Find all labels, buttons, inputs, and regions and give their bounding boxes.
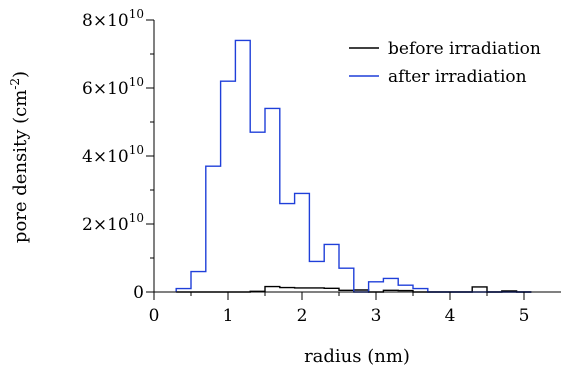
legend-label-1: after irradiation [388, 67, 527, 87]
x-tick-label: 1 [223, 306, 234, 326]
x-tick-label: 5 [519, 306, 530, 326]
legend-label-0: before irradiation [388, 39, 541, 59]
series-0-line [176, 285, 532, 293]
y-tick-label: 0 [133, 283, 144, 303]
y-axis-label-sup: -2 [8, 78, 22, 90]
y-axis-label-close: ) [10, 71, 31, 78]
y-axis-label: pore density (cm-2) [8, 71, 31, 243]
x-tick-label: 2 [297, 306, 308, 326]
y-tick-label: 6×1010 [82, 75, 144, 99]
x-axis-label: radius (nm) [304, 346, 410, 367]
legend: before irradiation after irradiation [349, 39, 541, 87]
y-axis-label-main: pore density (cm [10, 90, 31, 243]
y-tick-label: 8×1010 [82, 7, 144, 31]
y-tick-label: 2×1010 [82, 211, 144, 235]
y-tick-label: 4×1010 [82, 143, 144, 167]
x-tick-label: 3 [371, 306, 382, 326]
x-tick-label: 0 [149, 306, 160, 326]
x-tick-label: 4 [445, 306, 456, 326]
